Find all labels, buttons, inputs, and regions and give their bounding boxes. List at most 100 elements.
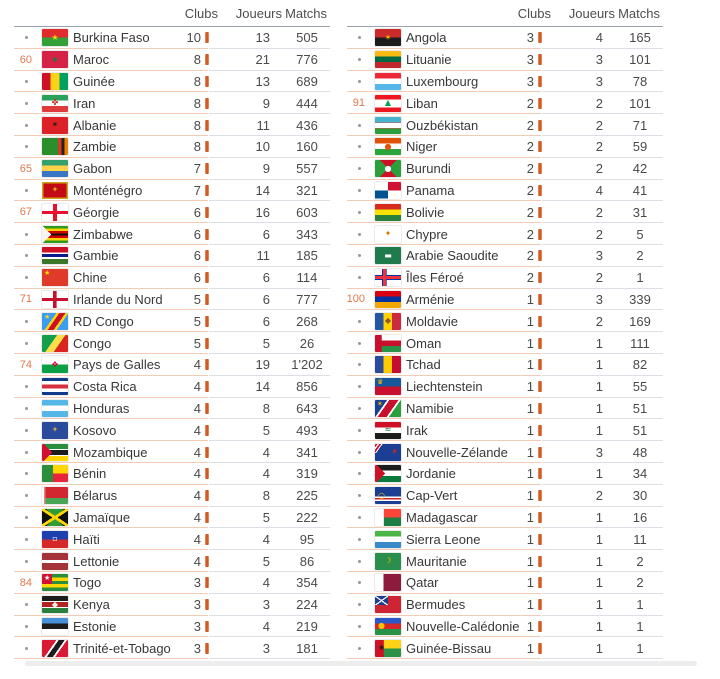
country-name[interactable]: Chine bbox=[73, 270, 107, 286]
country-name[interactable]: Kenya bbox=[73, 597, 110, 613]
country-row[interactable]: 65 Gabon 7 9 557 bbox=[12, 158, 330, 180]
country-name[interactable]: Arabie Saoudite bbox=[406, 248, 499, 264]
country-row[interactable]: Costa Rica 4 14 856 bbox=[12, 376, 330, 398]
country-name[interactable]: Burundi bbox=[406, 161, 451, 177]
country-name[interactable]: Îles Féroé bbox=[406, 270, 464, 286]
country-name[interactable]: Irak bbox=[406, 422, 428, 438]
country-row[interactable]: Gambie 6 11 185 bbox=[12, 245, 330, 267]
country-name[interactable]: Jamaïque bbox=[73, 509, 131, 525]
column-header-matchs[interactable]: Matchs bbox=[285, 6, 327, 21]
country-name[interactable]: Liechtenstein bbox=[406, 379, 483, 395]
country-row[interactable]: ✦ Chypre 2 2 5 bbox=[345, 223, 663, 245]
country-name[interactable]: Iran bbox=[73, 95, 96, 111]
country-row[interactable]: Panama 2 4 41 bbox=[345, 180, 663, 202]
country-row[interactable]: 84 ★ Togo 3 4 354 bbox=[12, 572, 330, 594]
country-row[interactable]: Estonie 3 4 219 bbox=[12, 616, 330, 638]
country-row[interactable]: ◆ Kenya 3 3 224 bbox=[12, 594, 330, 616]
country-row[interactable]: Honduras 4 8 643 bbox=[12, 398, 330, 420]
country-row[interactable]: Zambie 8 10 160 bbox=[12, 136, 330, 158]
country-name[interactable]: Bénin bbox=[73, 466, 107, 482]
country-name[interactable]: Namibie bbox=[406, 400, 454, 416]
country-row[interactable]: Jamaïque 4 5 222 bbox=[12, 507, 330, 529]
country-row[interactable]: 71 Irlande du Nord 5 6 777 bbox=[12, 289, 330, 311]
country-name[interactable]: Panama bbox=[406, 182, 455, 198]
country-name[interactable]: Kosovo bbox=[73, 422, 117, 438]
country-row[interactable]: Bélarus 4 8 225 bbox=[12, 485, 330, 507]
country-row[interactable]: ★ RD Congo 5 6 268 bbox=[12, 310, 330, 332]
country-name[interactable]: Irlande du Nord bbox=[73, 291, 163, 307]
country-row[interactable]: Tchad 1 1 82 bbox=[345, 354, 663, 376]
country-row[interactable]: Trinité-et-Tobago 3 3 181 bbox=[12, 637, 330, 659]
country-row[interactable]: ▫ Haïti 4 4 95 bbox=[12, 528, 330, 550]
country-name[interactable]: Cap-Vert bbox=[406, 488, 458, 504]
country-row[interactable]: Ouzbékistan 2 2 71 bbox=[345, 114, 663, 136]
country-name[interactable]: Pays de Galles bbox=[73, 357, 161, 373]
country-name[interactable]: Togo bbox=[73, 575, 102, 591]
country-row[interactable]: Bénin 4 4 319 bbox=[12, 463, 330, 485]
country-name[interactable]: Maroc bbox=[73, 52, 110, 68]
country-row[interactable]: ● Nouvelle-Calédonie 1 1 1 bbox=[345, 616, 663, 638]
country-row[interactable]: 100 Arménie 1 3 339 bbox=[345, 289, 663, 311]
country-row[interactable]: ○ Cap-Vert 1 2 30 bbox=[345, 485, 663, 507]
country-name[interactable]: Lituanie bbox=[406, 52, 452, 68]
country-name[interactable]: Bermudes bbox=[406, 597, 466, 613]
country-row[interactable]: Congo 5 5 26 bbox=[12, 332, 330, 354]
country-name[interactable]: Guinée bbox=[73, 73, 115, 89]
country-row[interactable]: Madagascar 1 1 16 bbox=[345, 507, 663, 529]
country-row[interactable]: ✶ Albanie 8 11 436 bbox=[12, 114, 330, 136]
country-name[interactable]: Mozambique bbox=[73, 444, 148, 460]
country-row[interactable]: Bermudes 1 1 1 bbox=[345, 594, 663, 616]
country-row[interactable]: ✶ Namibie 1 1 51 bbox=[345, 398, 663, 420]
country-row[interactable]: Qatar 1 1 2 bbox=[345, 572, 663, 594]
country-row[interactable]: Mozambique 4 4 341 bbox=[12, 441, 330, 463]
country-name[interactable]: Bélarus bbox=[73, 488, 118, 504]
country-row[interactable]: Luxembourg 3 3 78 bbox=[345, 71, 663, 93]
horizontal-scrollbar[interactable] bbox=[25, 661, 697, 666]
country-row[interactable]: ◆ Moldavie 1 2 169 bbox=[345, 310, 663, 332]
country-row[interactable]: ● Niger 2 2 59 bbox=[345, 136, 663, 158]
country-row[interactable]: Zimbabwe 6 6 343 bbox=[12, 223, 330, 245]
country-name[interactable]: Oman bbox=[406, 335, 442, 351]
country-name[interactable]: Burkina Faso bbox=[73, 30, 150, 46]
country-name[interactable]: Zimbabwe bbox=[73, 226, 133, 242]
country-row[interactable]: 91 ▲ Liban 2 2 101 bbox=[345, 92, 663, 114]
country-row[interactable]: ✦ Monténégro 7 14 321 bbox=[12, 180, 330, 202]
country-name[interactable]: Géorgie bbox=[73, 204, 120, 220]
country-row[interactable]: ★ Chine 6 6 114 bbox=[12, 267, 330, 289]
country-row[interactable]: 60 ★ Maroc 8 21 776 bbox=[12, 49, 330, 71]
country-name[interactable]: Estonie bbox=[73, 618, 117, 634]
country-name[interactable]: Madagascar bbox=[406, 509, 478, 525]
country-name[interactable]: Bolivie bbox=[406, 204, 445, 220]
country-name[interactable]: Liban bbox=[406, 95, 438, 111]
country-name[interactable]: Lettonie bbox=[73, 553, 120, 569]
country-name[interactable]: Luxembourg bbox=[406, 73, 479, 89]
country-name[interactable]: Jordanie bbox=[406, 466, 456, 482]
country-name[interactable]: Haïti bbox=[73, 531, 100, 547]
country-row[interactable]: ☽ Mauritanie 1 1 2 bbox=[345, 550, 663, 572]
country-name[interactable]: Trinité-et-Tobago bbox=[73, 640, 171, 656]
country-row[interactable]: Oman 1 1 111 bbox=[345, 332, 663, 354]
country-name[interactable]: Chypre bbox=[406, 226, 448, 242]
country-name[interactable]: Congo bbox=[73, 335, 112, 351]
country-name[interactable]: Costa Rica bbox=[73, 379, 137, 395]
country-name[interactable]: Honduras bbox=[73, 400, 130, 416]
country-name[interactable]: Angola bbox=[406, 30, 447, 46]
country-row[interactable]: 74 ❖ Pays de Galles 4 19 1'202 bbox=[12, 354, 330, 376]
country-row[interactable]: Lituanie 3 3 101 bbox=[345, 49, 663, 71]
country-name[interactable]: Guinée-Bissau bbox=[406, 640, 492, 656]
country-name[interactable]: Monténégro bbox=[73, 182, 143, 198]
country-row[interactable]: ✦ Kosovo 4 5 493 bbox=[12, 419, 330, 441]
country-row[interactable]: ● Burundi 2 2 42 bbox=[345, 158, 663, 180]
country-row[interactable]: 67 Géorgie 6 16 603 bbox=[12, 201, 330, 223]
country-name[interactable]: Moldavie bbox=[406, 313, 459, 329]
column-header-matchs[interactable]: Matchs bbox=[618, 6, 660, 21]
country-name[interactable]: RD Congo bbox=[73, 313, 134, 329]
country-row[interactable]: Bolivie 2 2 31 bbox=[345, 201, 663, 223]
column-header-clubs[interactable]: Clubs bbox=[184, 6, 218, 21]
country-name[interactable]: Nouvelle-Zélande bbox=[406, 444, 508, 460]
country-name[interactable]: Niger bbox=[406, 139, 438, 155]
country-row[interactable]: ♛ Liechtenstein 1 1 55 bbox=[345, 376, 663, 398]
country-row[interactable]: Guinée 8 13 689 bbox=[12, 71, 330, 93]
country-row[interactable]: ✶ Nouvelle-Zélande 1 3 48 bbox=[345, 441, 663, 463]
column-header-clubs[interactable]: Clubs bbox=[517, 6, 551, 21]
